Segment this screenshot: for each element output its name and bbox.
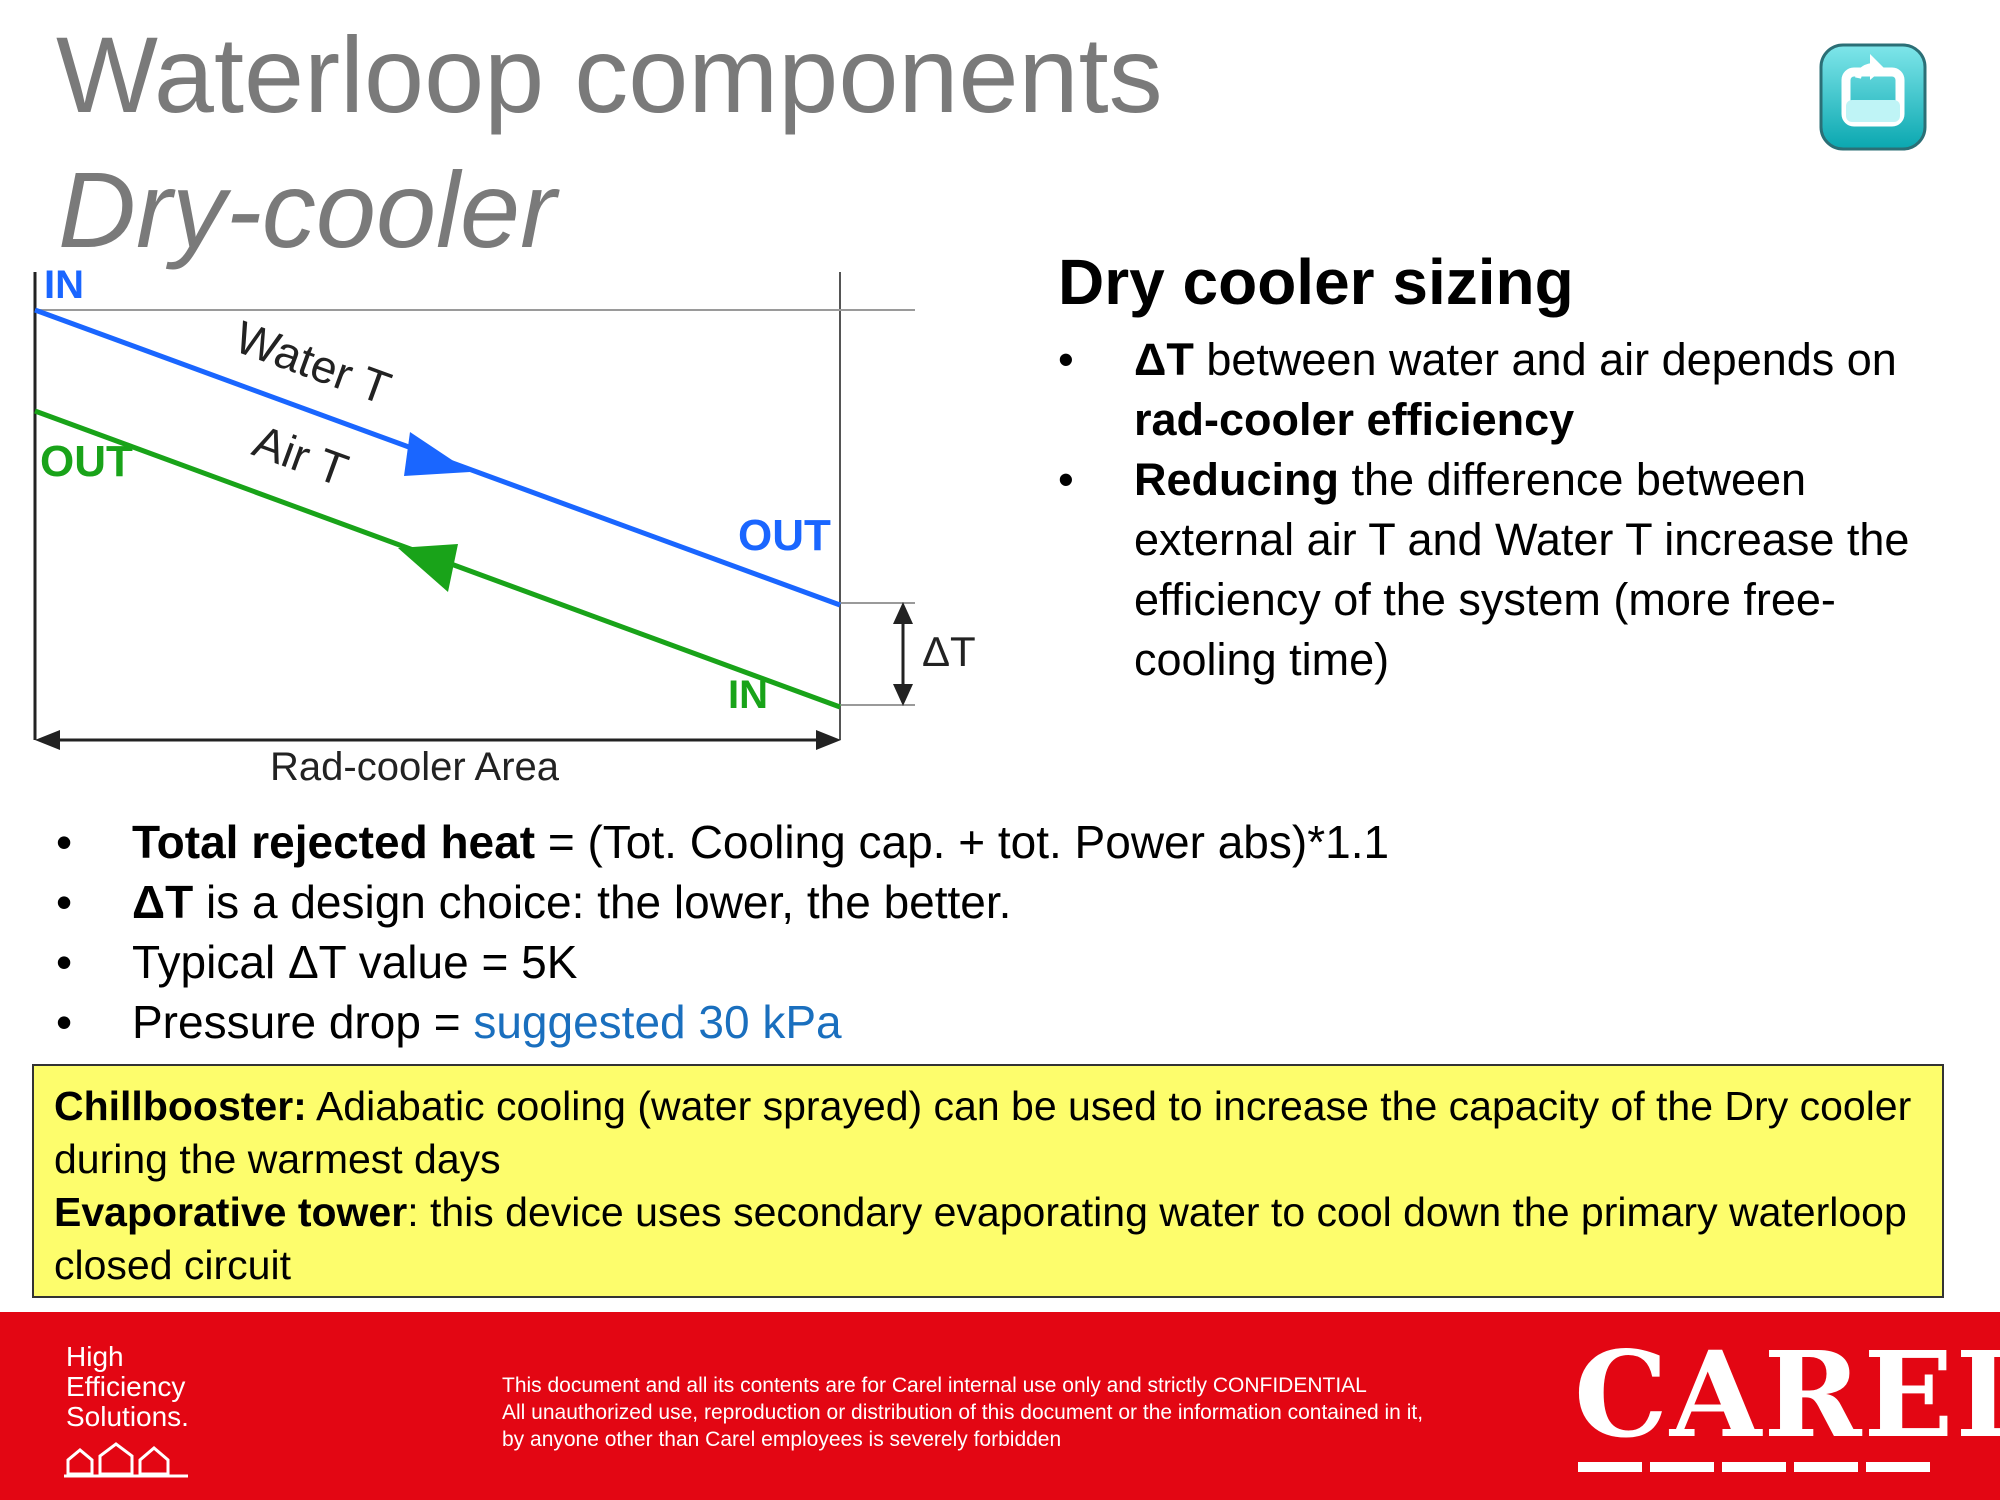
list-item-total-heat: • Total rejected heat = (Tot. Cooling cap… bbox=[56, 816, 1390, 868]
label-in-bottom: IN bbox=[728, 673, 768, 717]
note-chillbooster: Chillbooster: Adiabatic cooling (water s… bbox=[54, 1083, 1912, 1182]
title-line-2: Dry-cooler bbox=[58, 149, 557, 270]
sizing-heading: Dry cooler sizing bbox=[1058, 246, 1574, 318]
label-out-left: OUT bbox=[40, 437, 133, 486]
confidentiality-notice: This document and all its contents are f… bbox=[502, 1374, 1424, 1451]
label-air-t: Air T bbox=[247, 415, 355, 497]
return-arrow-icon bbox=[1819, 43, 1927, 151]
carel-logo-underline bbox=[1578, 1462, 1930, 1472]
air-flow-arrow bbox=[398, 544, 458, 592]
label-water-t: Water T bbox=[229, 311, 398, 415]
title-line-1: Waterloop components bbox=[56, 14, 1163, 135]
temperature-diagram: IN OUT Water T Air T OUT IN ΔT Rad-coole… bbox=[20, 258, 1000, 798]
label-out-right: OUT bbox=[738, 511, 831, 560]
delta-arrow-up bbox=[893, 602, 913, 624]
water-flow-arrow bbox=[404, 432, 470, 476]
houses-icon bbox=[64, 1442, 188, 1478]
sizing-bullet-2: • Reducing the difference between extern… bbox=[1058, 453, 1910, 685]
highlight-note-box: Chillbooster: Adiabatic cooling (water s… bbox=[32, 1064, 1944, 1298]
list-item-delta-choice: • ΔT is a design choice: the lower, the b… bbox=[56, 876, 1012, 928]
label-delta-t: ΔT bbox=[922, 628, 976, 675]
label-in-top: IN bbox=[44, 263, 84, 307]
note-evaporative-tower: Evaporative tower: this device uses seco… bbox=[54, 1189, 1907, 1288]
list-item-typical-delta: • Typical ΔT value = 5K bbox=[56, 936, 578, 988]
list-item-pressure-drop: • Pressure drop = suggested 30 kPa bbox=[56, 996, 842, 1048]
dry-cooler-sizing: Dry cooler sizing • ΔT between water and… bbox=[1058, 246, 1958, 690]
return-button[interactable] bbox=[1818, 42, 1928, 152]
sizing-bullet-1: • ΔT between water and air depends on ra… bbox=[1058, 333, 1897, 445]
area-arrow-left bbox=[35, 730, 60, 750]
carel-logo: CAREL bbox=[1574, 1325, 2000, 1464]
label-rad-cooler-area: Rad-cooler Area bbox=[270, 745, 560, 789]
design-notes-list: • Total rejected heat = (Tot. Cooling cap… bbox=[56, 812, 1656, 1052]
delta-arrow-down bbox=[893, 684, 913, 706]
high-efficiency-solutions-logo: High Efficiency Solutions. bbox=[66, 1341, 189, 1432]
area-arrow-right bbox=[816, 730, 841, 750]
footer-bar: High Efficiency Solutions. This document… bbox=[0, 1312, 2000, 1500]
